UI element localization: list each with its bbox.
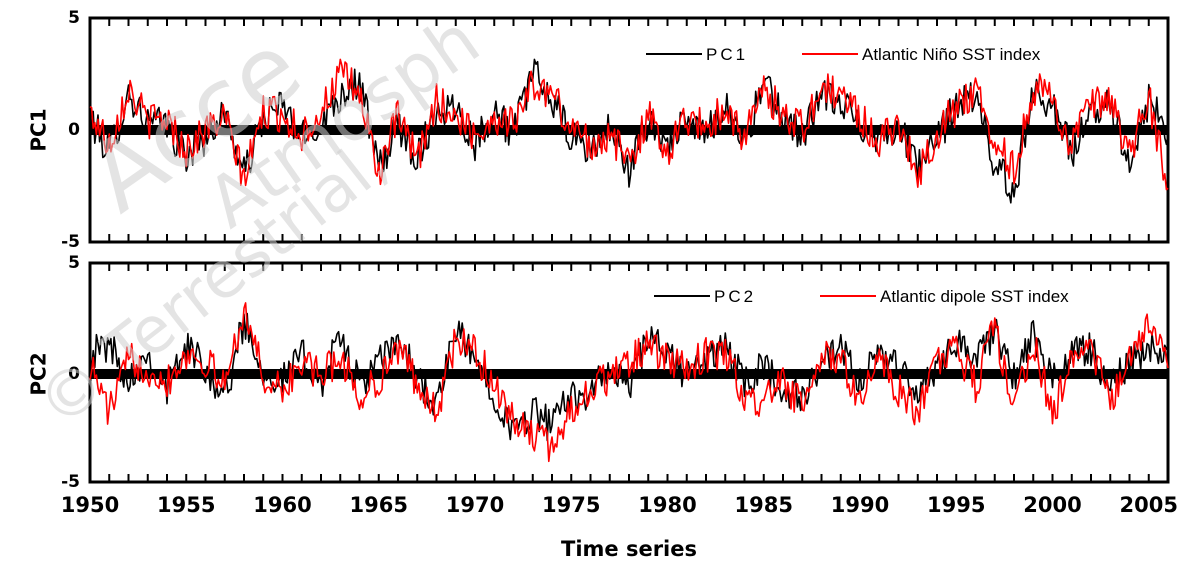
x-tick-label: 1960: [253, 493, 311, 517]
pc1-ylabel: PC1: [27, 108, 51, 151]
series-line-index: [89, 58, 1169, 191]
pc1-panel: PC1 5 0 -5 PC1 Atlantic Niño SST index: [27, 8, 1170, 252]
x-tick-label: 1985: [735, 493, 793, 517]
pc1-series: [89, 58, 1169, 204]
pc2-series: [89, 302, 1169, 463]
x-tick-label: 1980: [638, 493, 696, 517]
x-tick-labels: 1950 1955 1960 1965 1970 1975 1980 1985 1990 1995…: [61, 493, 1178, 517]
x-tick-label: 1955: [157, 493, 215, 517]
pc2-ylabel: PC2: [27, 352, 51, 395]
x-tick-label: 1965: [350, 493, 408, 517]
x-axis-label: Time series: [561, 537, 697, 561]
pc1-legend: PC1 Atlantic Niño SST index: [646, 45, 1041, 64]
pc1-ytick-bottom: -5: [61, 232, 80, 252]
x-tick-label: 1995: [927, 493, 985, 517]
pc2-ytick-bottom: -5: [61, 472, 80, 492]
pc2-legend: PC2 Atlantic dipole SST index: [654, 287, 1069, 306]
pc1-legend-label-index: Atlantic Niño SST index: [862, 45, 1041, 64]
pc2-ytick-zero: 0: [68, 364, 80, 384]
x-tick-label: 1990: [831, 493, 889, 517]
x-tick-label: 2005: [1120, 493, 1178, 517]
series-line-pc: [89, 58, 1169, 204]
x-tick-label: 2000: [1023, 493, 1081, 517]
pc2-ytick-top: 5: [68, 253, 80, 273]
x-tick-label: 1975: [542, 493, 600, 517]
x-tick-label: 1970: [446, 493, 504, 517]
pc1-ytick-zero: 0: [68, 120, 80, 140]
pc2-legend-label-pc: PC2: [714, 287, 756, 306]
x-tick-label: 1950: [61, 493, 119, 517]
pc1-minor-ticks: [89, 18, 1169, 242]
series-line-pc: [89, 312, 1169, 442]
pc2-legend-label-index: Atlantic dipole SST index: [880, 287, 1069, 306]
series-line-index: [89, 302, 1169, 463]
pc1-legend-label-pc: PC1: [706, 45, 748, 64]
pc2-panel: PC2 5 0 -5 PC2 Atlantic dipole SST index: [27, 253, 1170, 492]
pc2-minor-ticks: [89, 263, 1169, 482]
pc1-ytick-top: 5: [68, 8, 80, 28]
